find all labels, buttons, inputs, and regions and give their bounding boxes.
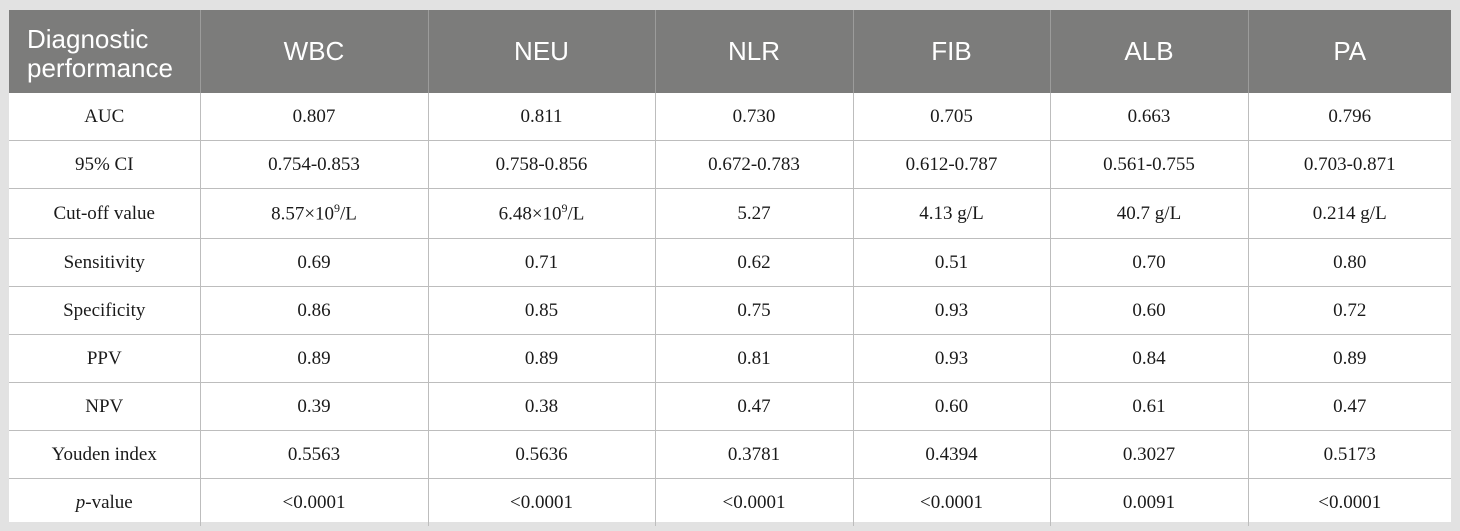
header-fib: FIB <box>852 10 1050 93</box>
cell-alb: 0.70 <box>1049 238 1248 287</box>
cell-fib: <0.0001 <box>852 478 1050 526</box>
cell-fib: 0.93 <box>852 334 1050 383</box>
table-header-row: Diagnostic performance WBC NEU NLR FIB A… <box>9 10 1451 93</box>
header-pa: PA <box>1247 10 1451 93</box>
row-label: Cut-off value <box>9 188 200 239</box>
table-row-specificity: Specificity 0.86 0.85 0.75 0.93 0.60 0.7… <box>9 286 1451 335</box>
cell-pa: <0.0001 <box>1247 478 1451 526</box>
cell-pa: 0.214 g/L <box>1247 188 1451 239</box>
cell-neu: 0.811 <box>427 93 655 141</box>
cell-pa: 0.80 <box>1247 238 1451 287</box>
cell-fib: 0.51 <box>852 238 1050 287</box>
row-label: 95% CI <box>9 140 200 189</box>
cell-pa: 0.5173 <box>1247 430 1451 479</box>
diagnostic-performance-table: Diagnostic performance WBC NEU NLR FIB A… <box>9 10 1451 526</box>
table-row-ppv: PPV 0.89 0.89 0.81 0.93 0.84 0.89 <box>9 334 1451 383</box>
row-label: AUC <box>84 105 125 127</box>
cell-wbc: 0.754-0.853 <box>199 140 428 189</box>
cell-neu: 6.48×109/L <box>427 188 655 239</box>
cell-nlr: 0.730 <box>654 93 853 141</box>
cell-fib: 0.705 <box>852 93 1050 141</box>
cell-wbc: 0.5563 <box>199 430 428 479</box>
cutoff-wbc-unit: /L <box>340 203 357 225</box>
row-label: Sensitivity <box>9 238 200 287</box>
header-wbc: WBC <box>199 10 428 93</box>
header-diagnostic-performance: Diagnostic performance <box>9 10 200 93</box>
cell-alb: 0.84 <box>1049 334 1248 383</box>
cutoff-wbc-exponent: 9 <box>334 201 341 216</box>
cell-alb: 0.3027 <box>1049 430 1248 479</box>
header-line-2: performance <box>27 52 173 83</box>
cell-neu: 0.758-0.856 <box>427 140 655 189</box>
cell-nlr: 0.672-0.783 <box>654 140 853 189</box>
cell-alb: 0.561-0.755 <box>1049 140 1248 189</box>
row-label: NPV <box>9 382 200 431</box>
cell-pa: 0.703-0.871 <box>1247 140 1451 189</box>
cutoff-neu-unit: /L <box>567 203 585 225</box>
cell-nlr: <0.0001 <box>654 478 853 526</box>
cell-nlr: 5.27 <box>654 188 853 239</box>
header-neu: NEU <box>427 10 655 93</box>
cell-nlr: 0.62 <box>654 238 853 287</box>
cell-wbc: 0.89 <box>199 334 428 383</box>
cell-nlr: 0.47 <box>654 382 853 431</box>
header-nlr: NLR <box>654 10 853 93</box>
cell-alb: 40.7 g/L <box>1049 188 1248 239</box>
cell-fib: 4.13 g/L <box>852 188 1050 239</box>
table-row-sensitivity: Sensitivity 0.69 0.71 0.62 0.51 0.70 0.8… <box>9 238 1451 287</box>
cutoff-wbc-base: 8.57×10 <box>271 203 335 225</box>
cell-alb: 0.663 <box>1049 93 1248 141</box>
cell-wbc: 0.86 <box>199 286 428 335</box>
cell-alb: 0.60 <box>1049 286 1248 335</box>
cell-neu: 0.38 <box>427 382 655 431</box>
cell-wbc: 8.57×109/L <box>199 188 428 239</box>
cell-wbc: <0.0001 <box>199 478 428 526</box>
cell-neu: 0.85 <box>427 286 655 335</box>
cell-pa: 0.796 <box>1247 93 1451 141</box>
header-alb: ALB <box>1049 10 1248 93</box>
cell-nlr: 0.81 <box>654 334 853 383</box>
cell-fib: 0.60 <box>852 382 1050 431</box>
row-label: Specificity <box>9 286 200 335</box>
cell-wbc: 0.39 <box>199 382 428 431</box>
cell-neu: <0.0001 <box>427 478 655 526</box>
cell-neu: 0.5636 <box>427 430 655 479</box>
row-label: p-value <box>9 478 200 526</box>
row-label: PPV <box>9 334 200 383</box>
cell-neu: 0.71 <box>427 238 655 287</box>
row-label-rest: -value <box>85 491 133 513</box>
cell-pa: 0.89 <box>1247 334 1451 383</box>
cell-wbc: 0.807 <box>199 93 428 141</box>
header-line-1: Diagnostic <box>27 23 149 54</box>
table-row-auc: AUC 0.807 0.811 0.730 0.705 0.663 0.796 <box>9 93 1451 141</box>
table-row-cutoff: Cut-off value 8.57×109/L 6.48×109/L 5.27… <box>9 188 1451 239</box>
cell-neu: 0.89 <box>427 334 655 383</box>
table-row-npv: NPV 0.39 0.38 0.47 0.60 0.61 0.47 <box>9 382 1451 431</box>
cell-fib: 0.93 <box>852 286 1050 335</box>
cell-fib: 0.612-0.787 <box>852 140 1050 189</box>
cell-nlr: 0.75 <box>654 286 853 335</box>
table-row-95-ci: 95% CI 0.754-0.853 0.758-0.856 0.672-0.7… <box>9 140 1451 189</box>
table-frame: Diagnostic performance WBC NEU NLR FIB A… <box>9 10 1451 526</box>
row-label-italic: p <box>75 491 86 513</box>
cell-alb: 0.0091 <box>1049 478 1248 526</box>
cell-pa: 0.72 <box>1247 286 1451 335</box>
cell-fib: 0.4394 <box>852 430 1050 479</box>
cell-pa: 0.47 <box>1247 382 1451 431</box>
cell-nlr: 0.3781 <box>654 430 853 479</box>
table-row-p-value: p-value <0.0001 <0.0001 <0.0001 <0.0001 … <box>9 478 1451 526</box>
table-row-youden-index: Youden index 0.5563 0.5636 0.3781 0.4394… <box>9 430 1451 479</box>
cutoff-neu-exponent: 9 <box>561 201 568 216</box>
cell-wbc: 0.69 <box>199 238 428 287</box>
cutoff-neu-base: 6.48×10 <box>498 203 562 225</box>
cell-alb: 0.61 <box>1049 382 1248 431</box>
row-label: Youden index <box>9 430 200 479</box>
